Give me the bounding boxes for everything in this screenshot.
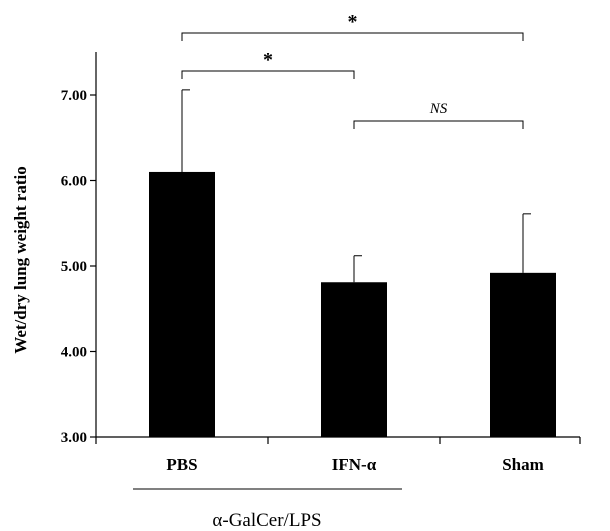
x-category-label: PBS [166, 455, 197, 474]
y-tick-label: 6.00 [61, 174, 87, 190]
significance-brackets: * * NS [181, 11, 524, 129]
y-tick-label: 5.00 [61, 259, 87, 275]
bar [490, 272, 556, 437]
x-category-labels: PBS IFN-α Sham [166, 455, 543, 474]
significance-bracket [353, 120, 524, 129]
significance-bracket [181, 70, 355, 79]
bar [149, 171, 215, 437]
significance-label: NS [429, 101, 448, 117]
x-category-label: IFN-α [332, 455, 377, 474]
significance-label: * [263, 49, 273, 71]
significance-label: * [348, 11, 358, 33]
bar [321, 282, 387, 437]
y-tick-label: 3.00 [61, 430, 87, 446]
significance-bracket [181, 32, 524, 41]
y-axis-title: Wet/dry lung weight ratio [11, 166, 30, 353]
axis-layer [95, 52, 580, 438]
y-tick-label: 4.00 [61, 345, 87, 361]
group-label: α-GalCer/LPS [212, 510, 321, 531]
x-category-label: Sham [502, 455, 544, 474]
y-tick-label: 7.00 [61, 88, 87, 104]
bars-layer [149, 89, 556, 437]
y-ticks: 3.00 4.00 5.00 6.00 7.00 [61, 88, 581, 446]
